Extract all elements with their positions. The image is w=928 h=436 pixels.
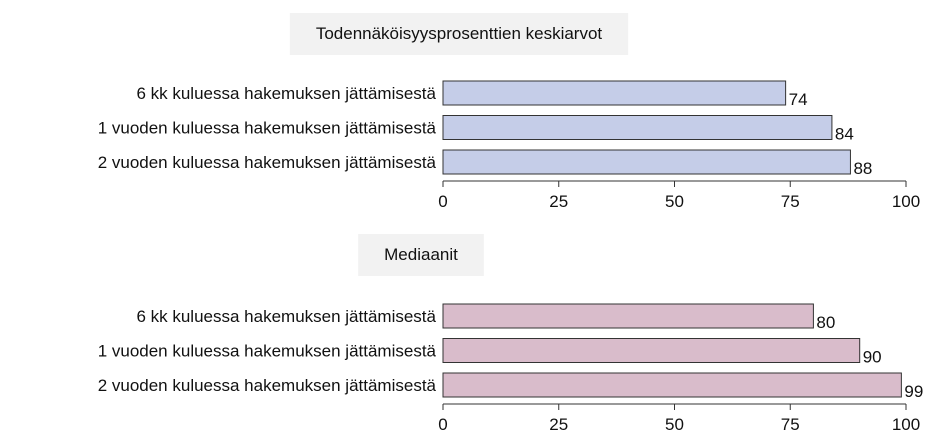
- chart-title: Mediaanit: [384, 245, 458, 264]
- title-box: [289, 13, 629, 55]
- x-tick-label: 0: [438, 192, 447, 211]
- bar: [442, 372, 902, 398]
- chart-title: Todennäköisyysprosenttien keskiarvot: [316, 24, 603, 43]
- x-tick-label: 100: [892, 192, 920, 211]
- bar: [442, 80, 787, 106]
- x-tick-label: 50: [665, 192, 684, 211]
- x-tick-label: 0: [438, 415, 447, 434]
- bar: [442, 149, 851, 175]
- category-label: 6 kk kuluessa hakemuksen jättämisestä: [136, 84, 436, 103]
- value-label: 84: [835, 125, 854, 144]
- category-label: 2 vuoden kuluessa hakemuksen jättämisest…: [98, 376, 437, 395]
- bar: [442, 338, 861, 363]
- title-box: [358, 234, 484, 276]
- category-label: 1 vuoden kuluessa hakemuksen jättämisest…: [98, 342, 437, 361]
- category-label: 6 kk kuluessa hakemuksen jättämisestä: [136, 307, 436, 326]
- x-tick-label: 75: [781, 415, 800, 434]
- value-label: 99: [904, 382, 923, 401]
- x-tick-label: 25: [549, 192, 568, 211]
- value-label: 88: [853, 159, 872, 178]
- category-label: 1 vuoden kuluessa hakemuksen jättämisest…: [98, 119, 437, 138]
- bar: [442, 303, 814, 329]
- bar: [442, 115, 833, 140]
- value-label: 90: [863, 348, 882, 367]
- value-label: 80: [816, 313, 835, 332]
- x-tick-label: 25: [549, 415, 568, 434]
- category-label: 2 vuoden kuluessa hakemuksen jättämisest…: [98, 153, 437, 172]
- x-tick-label: 50: [665, 415, 684, 434]
- x-tick-label: 100: [892, 415, 920, 434]
- x-tick-label: 75: [781, 192, 800, 211]
- value-label: 74: [789, 90, 808, 109]
